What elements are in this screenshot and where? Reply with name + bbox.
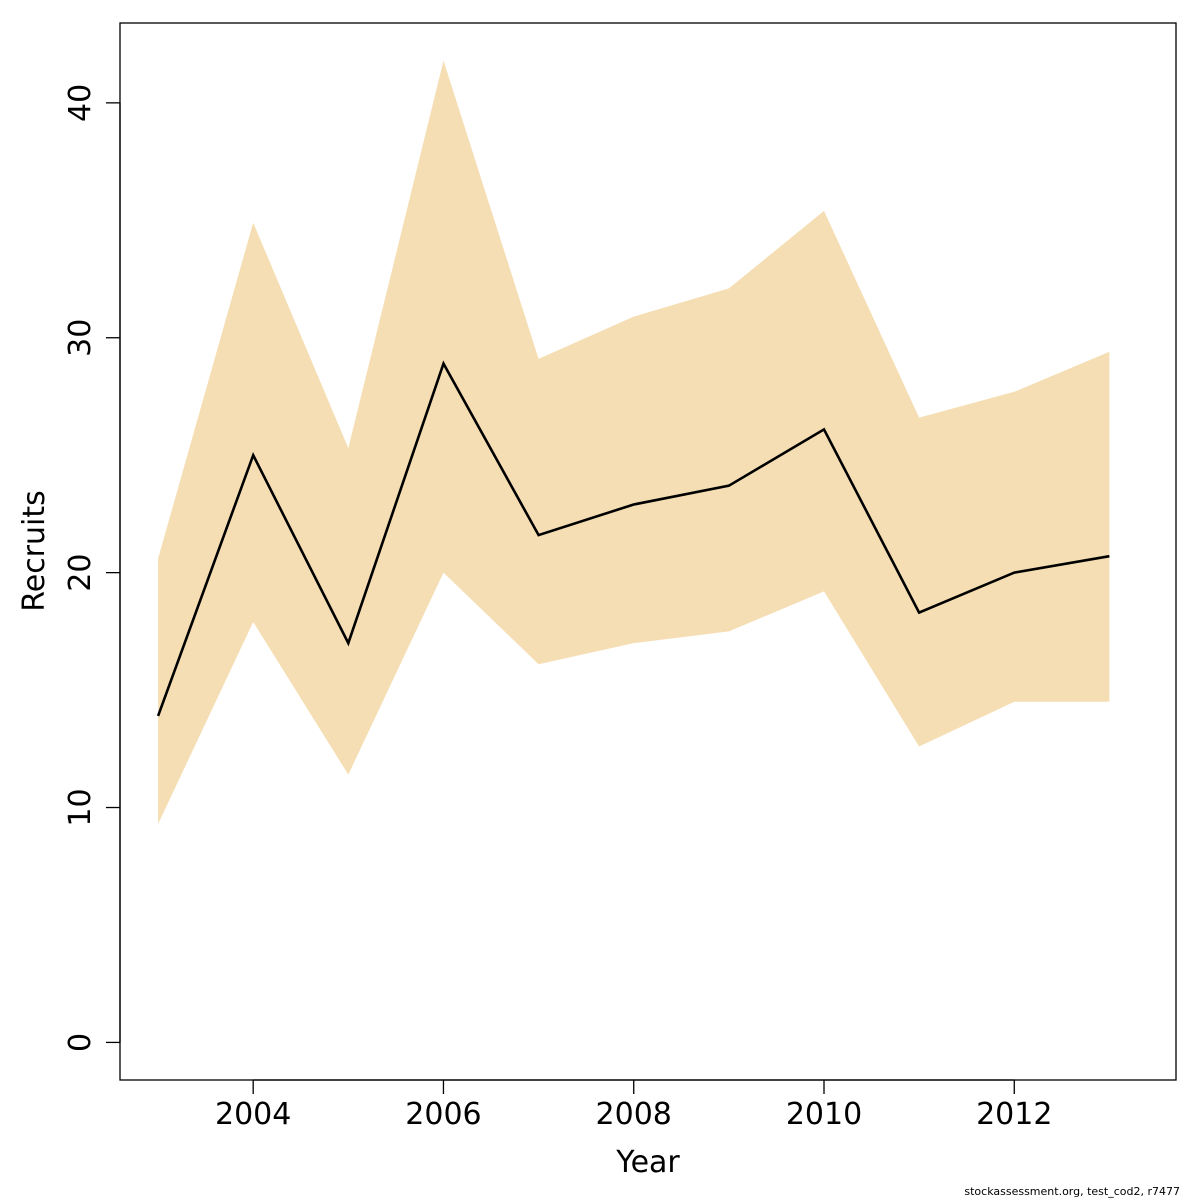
confidence-band [158,60,1110,825]
footnote: stockassessment.org, test_cod2, r7477 [964,1185,1180,1198]
series-line [156,360,1110,717]
y-tick-label: 0 [63,1033,98,1052]
x-axis-title: Year [615,1145,680,1180]
y-tick-label: 40 [63,84,98,122]
x-tick-label: 2004 [215,1097,291,1132]
x-tick-label: 2010 [786,1097,862,1132]
x-tick-label: 2006 [405,1097,481,1132]
y-axis: 0 10 20 30 40 [63,84,121,1052]
y-tick-label: 10 [63,788,98,826]
x-axis: 2004 2006 2008 2010 2012 [215,1079,1052,1132]
x-tick-label: 2008 [596,1097,672,1132]
y-tick-label: 30 [63,319,98,357]
x-tick-label: 2012 [976,1097,1052,1132]
y-axis-title: Recruits [17,490,52,612]
y-tick-label: 20 [63,554,98,592]
